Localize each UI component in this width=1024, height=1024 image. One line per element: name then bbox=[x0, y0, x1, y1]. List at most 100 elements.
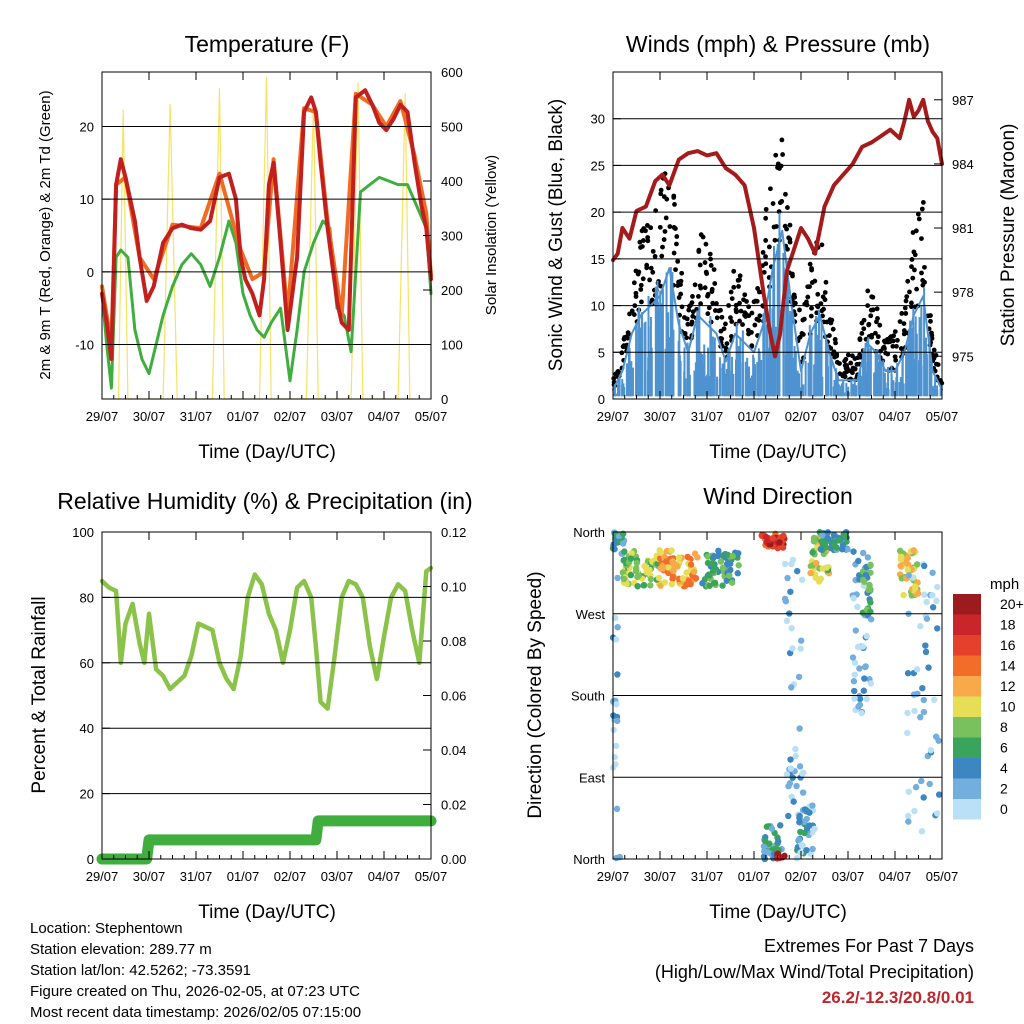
direction-point bbox=[905, 818, 912, 825]
y2-tick-label: 0.04 bbox=[441, 743, 466, 758]
direction-point bbox=[612, 742, 620, 750]
gust-point bbox=[913, 228, 919, 234]
series-2m-temperature bbox=[100, 88, 433, 361]
legend-label: 18 bbox=[1000, 617, 1016, 633]
direction-point bbox=[796, 818, 803, 826]
gust-point bbox=[712, 281, 718, 286]
direction-point bbox=[657, 549, 665, 557]
winds-ylabel: Sonic Wind & Gust (Blue, Black) bbox=[546, 99, 567, 371]
x-tick-label: 04/07 bbox=[879, 869, 912, 884]
x-tick-label: 30/07 bbox=[133, 869, 166, 884]
direction-point bbox=[801, 818, 808, 826]
y-tick-label: 15 bbox=[591, 252, 605, 267]
x-tick-label: 03/07 bbox=[832, 409, 865, 424]
direction-point bbox=[830, 531, 838, 539]
gust-point bbox=[671, 250, 677, 256]
temperature-y2label: Solar Insolation (Yellow) bbox=[483, 155, 500, 315]
legend-swatch bbox=[953, 737, 981, 758]
direction-point bbox=[792, 752, 799, 760]
y-tick-label: 60 bbox=[80, 656, 94, 671]
gust-point bbox=[678, 282, 683, 287]
gust-point bbox=[823, 279, 829, 285]
gust-point bbox=[885, 338, 891, 344]
gust-point bbox=[690, 309, 696, 315]
gust-point bbox=[639, 228, 645, 234]
direction-point bbox=[628, 550, 635, 557]
x-tick-label: 03/07 bbox=[321, 869, 354, 884]
y2-tick-label: 0 bbox=[441, 392, 448, 407]
y-tick-label: 20 bbox=[80, 120, 94, 135]
gust-point bbox=[676, 295, 682, 300]
gust-point bbox=[639, 299, 644, 305]
gust-point bbox=[818, 301, 824, 306]
gust-point bbox=[620, 344, 626, 350]
direction-point bbox=[719, 564, 727, 572]
gust-point bbox=[904, 294, 910, 300]
direction-xlabel: Time (Day/UTC) bbox=[709, 902, 847, 923]
gust-point bbox=[710, 300, 716, 306]
y-tick-label: 25 bbox=[591, 158, 605, 173]
direction-point bbox=[806, 809, 813, 816]
humidity-xlabel: Time (Day/UTC) bbox=[198, 902, 336, 923]
extremes-value: 26.2/-12.3/20.8/0.01 bbox=[821, 988, 974, 1007]
winds-title: Winds (mph) & Pressure (mb) bbox=[626, 31, 930, 57]
gust-point bbox=[919, 206, 925, 212]
gust-point bbox=[638, 282, 644, 288]
gust-point bbox=[629, 308, 635, 314]
direction-point bbox=[850, 678, 858, 685]
gust-point bbox=[731, 268, 737, 274]
direction-point bbox=[619, 569, 627, 576]
gust-point bbox=[731, 284, 737, 290]
gust-point bbox=[931, 347, 937, 353]
station-latlon: Station lat/lon: 42.5262; -73.3591 bbox=[30, 962, 252, 979]
y2-tick-label: 981 bbox=[952, 221, 974, 236]
y2-tick-label: 300 bbox=[441, 229, 463, 244]
gust-point bbox=[780, 152, 786, 157]
gust-point bbox=[783, 191, 788, 197]
direction-point bbox=[798, 576, 806, 583]
gust-point bbox=[840, 373, 846, 379]
direction-point bbox=[790, 798, 797, 805]
direction-point bbox=[844, 546, 851, 553]
gust-point bbox=[901, 328, 907, 333]
temperature-title: Temperature (F) bbox=[185, 31, 350, 57]
gust-point bbox=[729, 319, 735, 324]
gust-point bbox=[662, 229, 668, 234]
gust-point bbox=[868, 313, 874, 319]
gust-point bbox=[837, 361, 842, 366]
gust-point bbox=[685, 321, 691, 327]
gust-point bbox=[760, 250, 766, 255]
direction-point bbox=[794, 567, 801, 575]
legend-swatch bbox=[953, 758, 981, 779]
humidity-axes: 0 20 40 60 80 100 0.00 0.02 0.04 0.06 0.08 0.10 0.12… bbox=[72, 525, 466, 884]
direction-point bbox=[833, 544, 840, 551]
x-tick-label: 02/07 bbox=[785, 409, 818, 424]
gust-point bbox=[857, 336, 863, 342]
gust-point bbox=[922, 279, 927, 285]
gust-point bbox=[786, 235, 792, 241]
gust-point bbox=[737, 318, 742, 324]
direction-point bbox=[774, 838, 782, 845]
direction-point bbox=[647, 582, 654, 589]
gust-point bbox=[861, 317, 867, 323]
direction-point bbox=[668, 580, 676, 588]
y2-tick-label: 987 bbox=[952, 93, 974, 108]
gust-point bbox=[905, 278, 911, 284]
direction-point bbox=[921, 562, 928, 570]
direction-point bbox=[922, 642, 929, 649]
gust-point bbox=[658, 187, 664, 193]
winds-axes: 0 5 10 15 20 25 30 975 978 981 984 987 29/07 30/07 31/… bbox=[591, 72, 974, 424]
gust-point bbox=[643, 228, 648, 234]
direction-point bbox=[679, 575, 687, 582]
gust-point bbox=[678, 278, 684, 284]
direction-point bbox=[904, 566, 911, 574]
legend-swatch bbox=[953, 696, 981, 717]
gust-point bbox=[658, 191, 664, 197]
series-2m-dewpoint bbox=[100, 175, 433, 390]
direction-point bbox=[619, 540, 627, 547]
gust-point bbox=[774, 224, 779, 229]
gust-point bbox=[909, 300, 914, 306]
y-tick-label: 5 bbox=[598, 345, 605, 360]
direction-point bbox=[781, 560, 789, 568]
